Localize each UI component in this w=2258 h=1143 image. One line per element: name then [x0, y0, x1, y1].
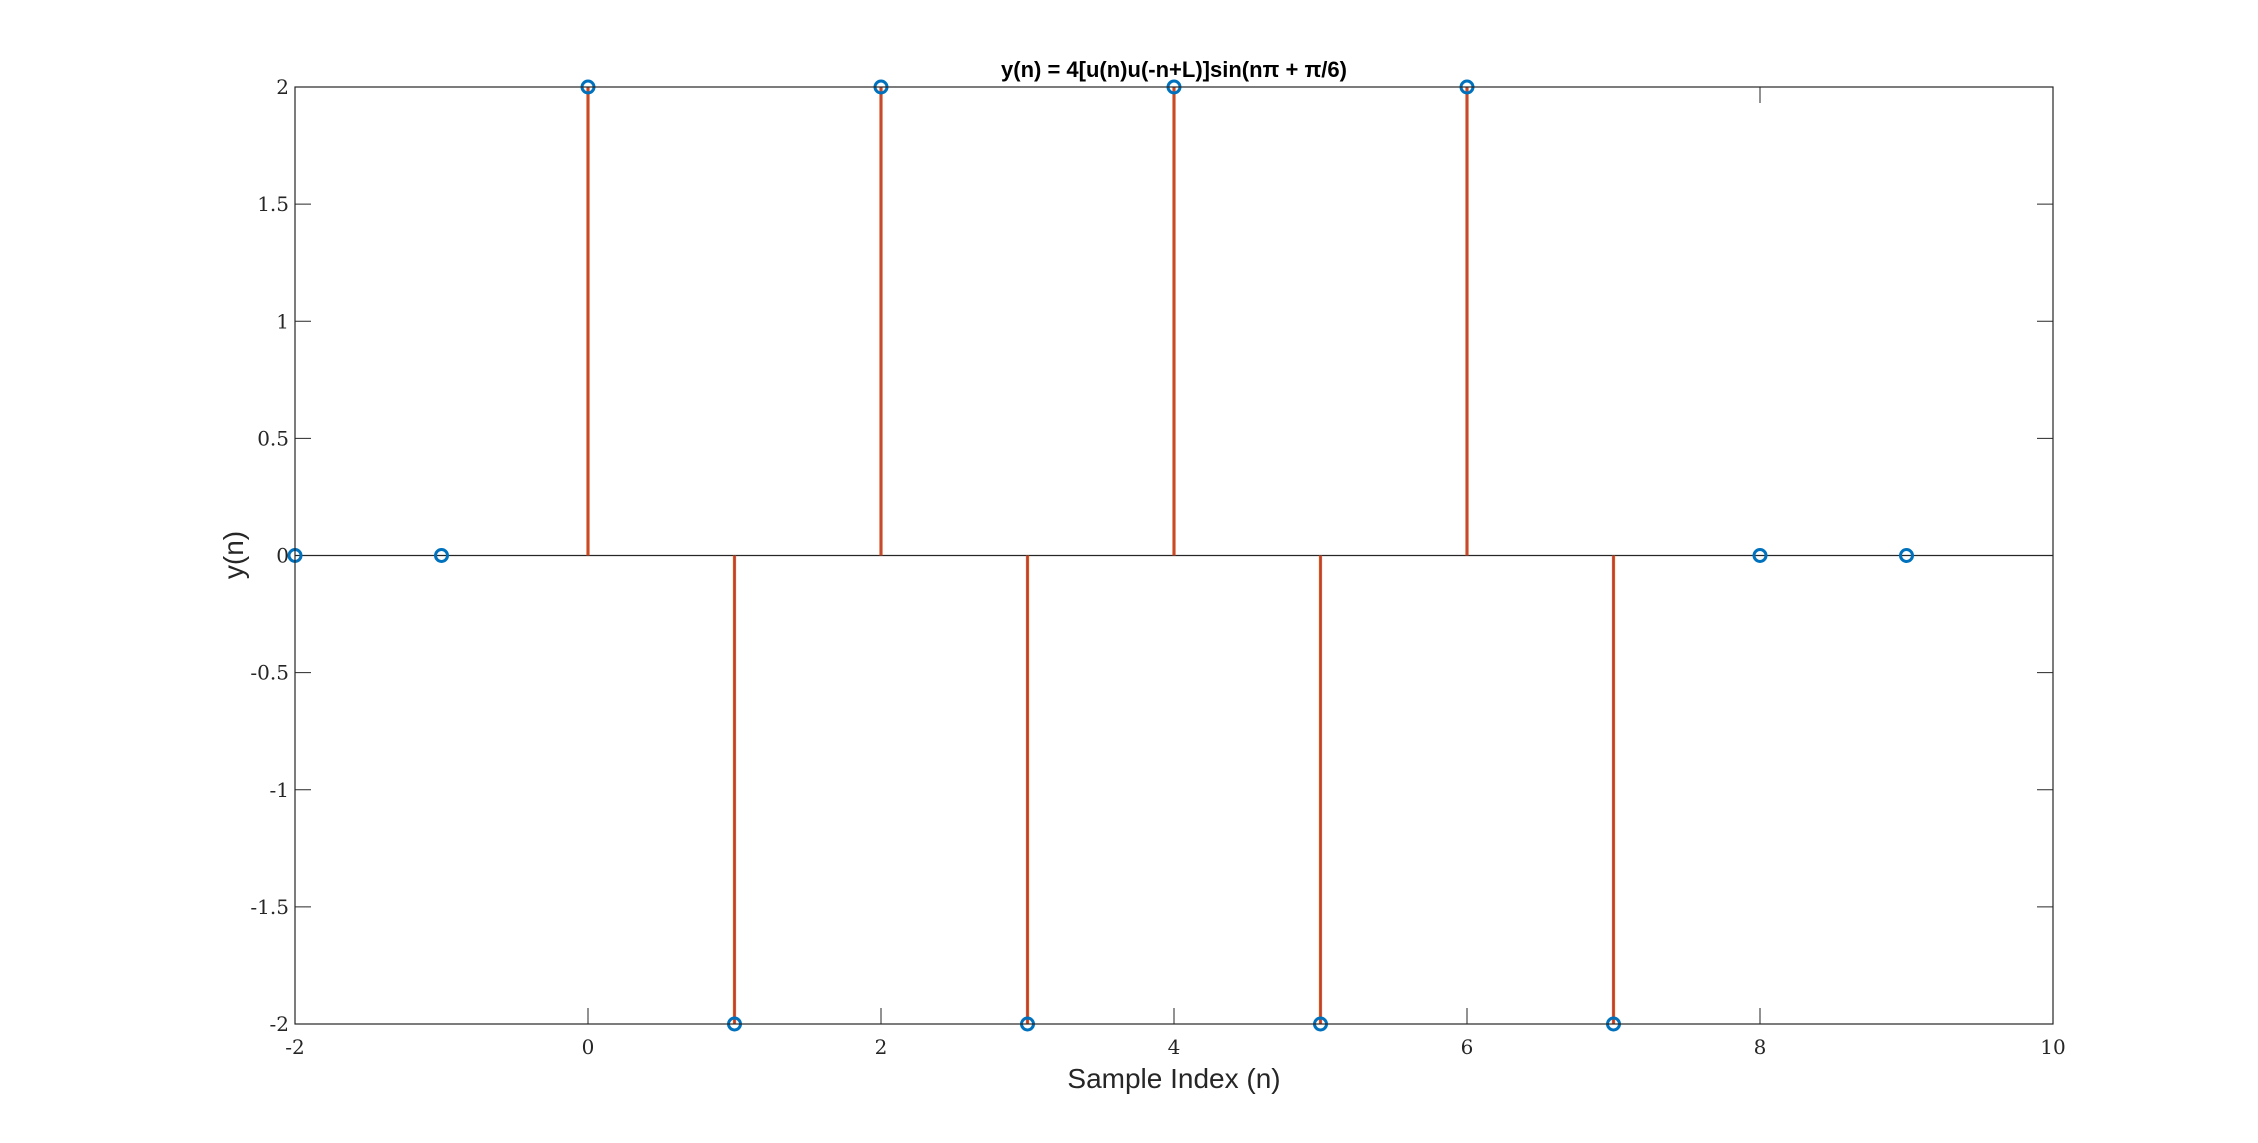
y-tick-label: 1 — [276, 309, 289, 333]
y-tick-label: 1.5 — [257, 192, 289, 216]
x-tick-label: 0 — [582, 1035, 595, 1059]
stem-marker — [1752, 548, 1768, 563]
y-tick-labels: -2 -1.5 -1 -0.5 0 0.5 1 1.5 2 — [250, 75, 289, 1036]
axes-box — [294, 86, 2054, 1025]
x-tick-label: 10 — [2040, 1035, 2065, 1059]
y-tick-label: 2 — [276, 75, 289, 99]
stem-marker — [434, 548, 449, 563]
y-tick-label: -2 — [270, 1012, 289, 1036]
x-axis-label: Sample Index (n) — [1067, 1063, 1280, 1094]
x-tick-label: 4 — [1168, 1035, 1181, 1059]
y-tick-label: 0 — [276, 544, 289, 568]
y-tick-label: -1.5 — [250, 895, 289, 919]
x-tick-label: 6 — [1461, 1035, 1474, 1059]
y-axis-label: y(n) — [218, 531, 249, 579]
chart-title: y(n) = 4[u(n)u(-n+L)]sin(nπ + π/6) — [1001, 57, 1347, 82]
y-tick-label: -1 — [270, 778, 289, 802]
x-tick-labels: -2 0 2 4 6 8 10 — [285, 1035, 2065, 1059]
y-tick-label: 0.5 — [257, 426, 289, 450]
y-tick-label: -0.5 — [250, 661, 289, 685]
stem-marker — [1899, 548, 1914, 563]
x-tick-label: 2 — [875, 1035, 888, 1059]
stems — [586, 87, 1616, 1024]
x-tick-label: 8 — [1754, 1035, 1767, 1059]
x-tick-label: -2 — [285, 1035, 304, 1059]
